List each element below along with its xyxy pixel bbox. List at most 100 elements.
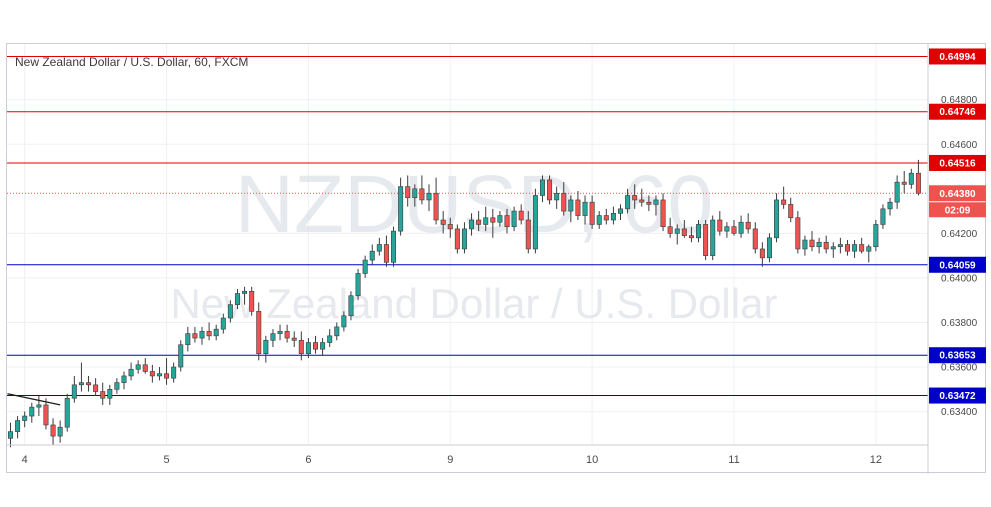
candle: [901, 170, 907, 194]
candle-body: [156, 373, 162, 377]
candle: [71, 375, 77, 403]
support-price-badge-box: [929, 347, 986, 364]
candle: [185, 326, 191, 352]
candle: [653, 195, 659, 216]
candle-body: [844, 244, 850, 252]
trendline: [7, 393, 61, 406]
candle-body: [50, 424, 56, 437]
candle-body: [618, 208, 623, 214]
candle: [575, 191, 581, 220]
candle-body: [398, 186, 404, 232]
candle: [497, 211, 503, 227]
candle: [164, 358, 170, 385]
candle-body: [774, 199, 780, 239]
candle: [128, 362, 134, 381]
candle: [206, 322, 212, 341]
candle-body: [837, 244, 843, 248]
candle: [788, 197, 794, 223]
support-price-badge: 0.64059: [939, 260, 976, 271]
candle-body: [802, 239, 808, 250]
candle-body: [213, 328, 219, 337]
candle-body: [149, 371, 155, 377]
candle: [802, 235, 808, 256]
time-tick-label: 4: [22, 454, 28, 466]
candle: [639, 188, 645, 207]
candle-body: [391, 230, 397, 263]
candle: [376, 237, 382, 256]
candle-body: [412, 188, 418, 199]
candle: [369, 244, 375, 265]
candle-body: [568, 199, 574, 212]
candle: [114, 378, 120, 394]
price-tick-label: 0.63800: [941, 318, 978, 329]
candle-body: [263, 339, 269, 354]
candle-body: [383, 244, 389, 263]
resistance-price-badge: 0.64746: [939, 107, 976, 118]
candle: [518, 204, 524, 225]
candle-body: [447, 224, 453, 230]
candle-body: [305, 342, 311, 354]
price-tick-label: 0.64200: [941, 229, 978, 240]
candle: [859, 237, 865, 254]
candle: [142, 358, 148, 374]
candle-body: [667, 226, 673, 234]
candle-body: [242, 290, 248, 294]
candle: [263, 335, 269, 363]
candle: [227, 300, 233, 323]
candle: [220, 313, 226, 334]
candle: [610, 206, 616, 225]
candle-body: [575, 199, 581, 216]
candle: [284, 324, 290, 343]
candle-body: [57, 426, 63, 437]
candle: [277, 324, 283, 341]
candle-body: [227, 304, 233, 319]
candle-body: [348, 295, 354, 317]
candle: [866, 244, 872, 263]
current-price-badge: 0.64380: [939, 189, 976, 200]
candlestick-chart[interactable]: NZDUSD, 60 New Zealand Dollar / U.S. Dol…: [7, 44, 987, 474]
candle-body: [632, 195, 638, 201]
candle-body: [71, 384, 77, 399]
candle: [78, 362, 84, 392]
candle-body: [178, 344, 184, 368]
candle-body: [532, 195, 538, 250]
candle-body: [327, 335, 333, 343]
candle-body: [192, 333, 198, 339]
candle-body: [561, 192, 567, 212]
price-tick-label: 0.64000: [941, 273, 978, 284]
candle: [391, 226, 397, 267]
candle: [539, 175, 545, 203]
candle: [93, 378, 99, 396]
candle: [327, 329, 333, 347]
candle-body: [681, 228, 687, 236]
candle: [674, 224, 680, 245]
candle: [774, 193, 780, 243]
candle-body: [220, 317, 226, 330]
candle-body: [454, 228, 460, 250]
candle-body: [880, 208, 886, 225]
candle-body: [745, 221, 751, 230]
candle: [178, 340, 184, 372]
candle-body: [164, 373, 170, 379]
price-tick-label: 0.63400: [941, 407, 978, 418]
candle-body: [426, 192, 432, 201]
candle-body: [313, 342, 318, 350]
candle-body: [277, 331, 283, 334]
support-price-badge-box: [929, 256, 986, 273]
price-axis[interactable]: 0.64800 0.64600 0.64200 0.64000 0.63800 0.636…: [941, 95, 978, 418]
candle: [738, 215, 744, 238]
price-tick-label: 0.63600: [941, 363, 978, 374]
candle-body: [511, 210, 517, 227]
candle-body: [128, 368, 134, 377]
candle: [625, 188, 631, 214]
candle: [667, 217, 673, 238]
candle-body: [369, 250, 375, 261]
candle: [419, 175, 425, 205]
candle: [29, 402, 35, 423]
candle-body: [759, 248, 765, 259]
time-axis[interactable]: 4 5 6 9 10 11 12: [22, 454, 882, 466]
candle: [830, 242, 836, 258]
candle-body: [469, 219, 475, 230]
candle: [837, 237, 843, 254]
candle: [660, 193, 666, 232]
